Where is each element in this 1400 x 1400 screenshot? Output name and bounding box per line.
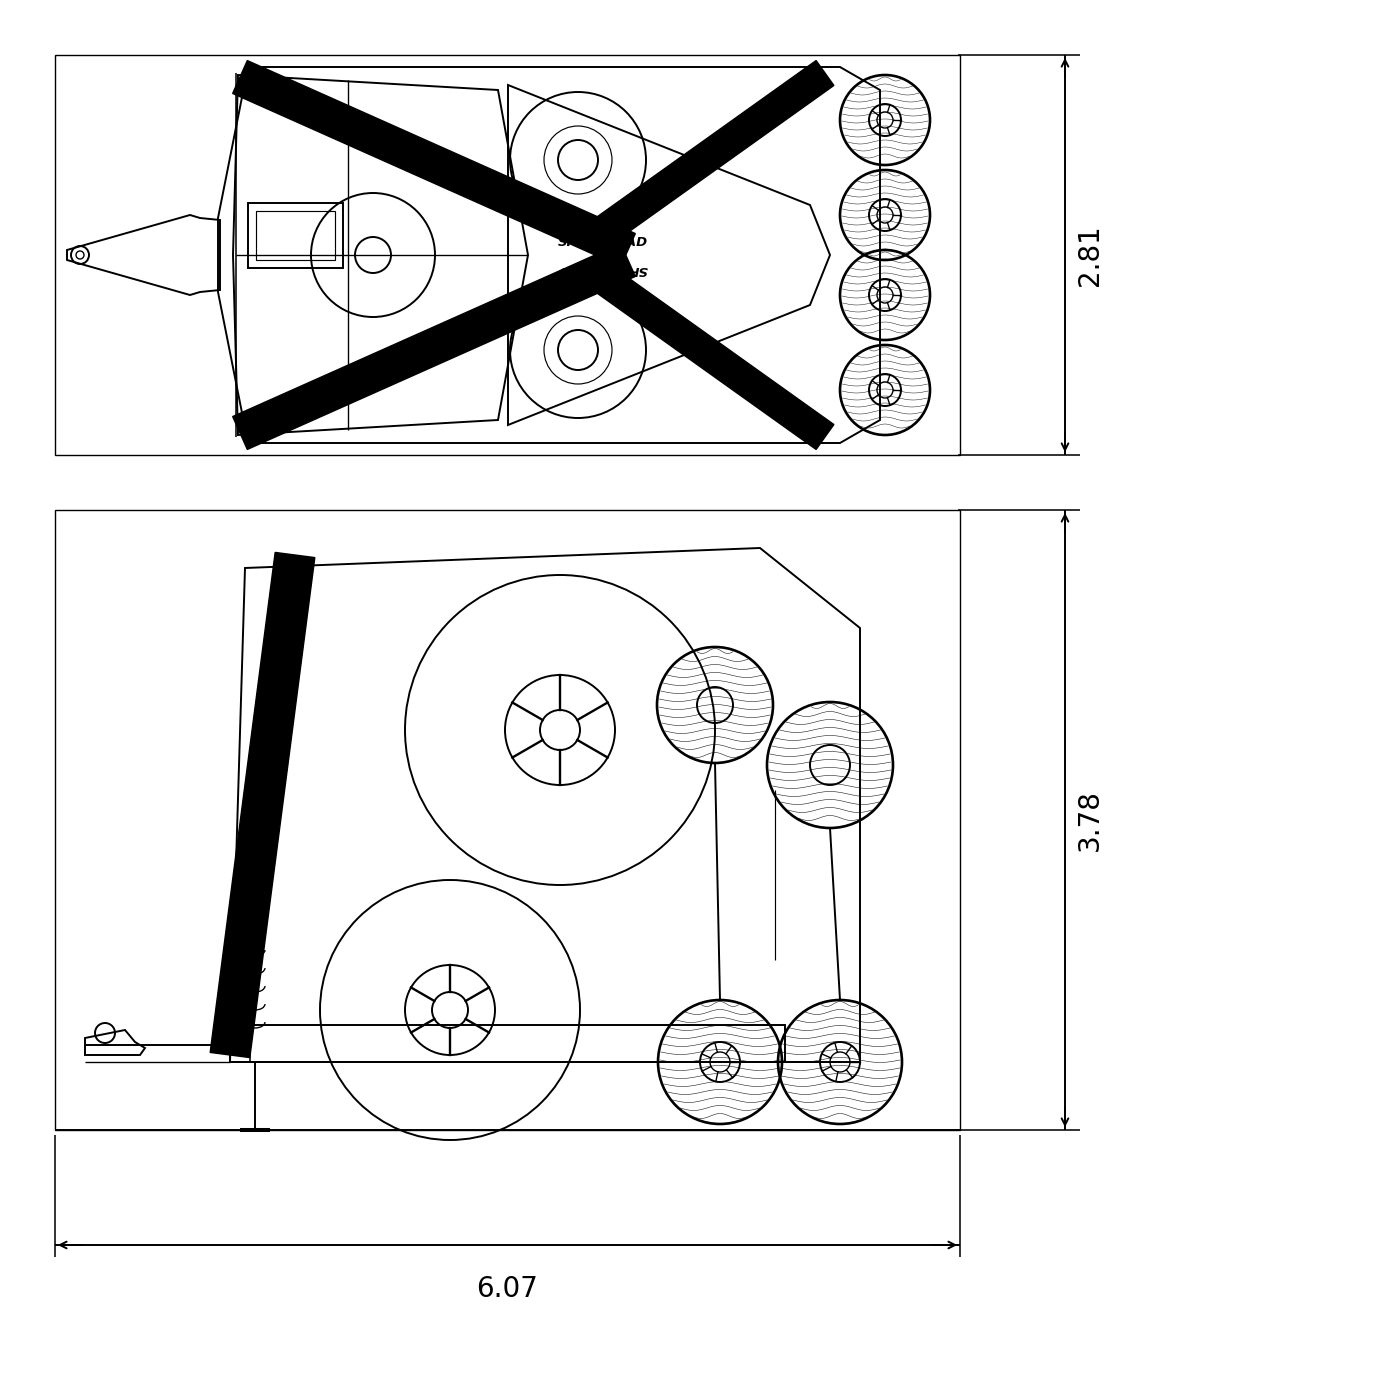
Bar bbox=[55, 55, 960, 455]
Text: 2.81: 2.81 bbox=[1077, 224, 1105, 286]
Text: SPEARHEAD: SPEARHEAD bbox=[557, 237, 648, 249]
Polygon shape bbox=[232, 60, 636, 266]
Polygon shape bbox=[232, 244, 636, 449]
Text: 6.07: 6.07 bbox=[476, 1275, 539, 1303]
Text: SPEARHEAD: SPEARHEAD bbox=[557, 263, 648, 276]
Bar bbox=[55, 510, 960, 1130]
Polygon shape bbox=[589, 263, 834, 449]
Text: 3.78: 3.78 bbox=[1077, 790, 1105, 851]
Bar bbox=[248, 203, 343, 267]
Bar bbox=[256, 211, 335, 260]
Polygon shape bbox=[589, 60, 834, 248]
Polygon shape bbox=[210, 553, 315, 1057]
